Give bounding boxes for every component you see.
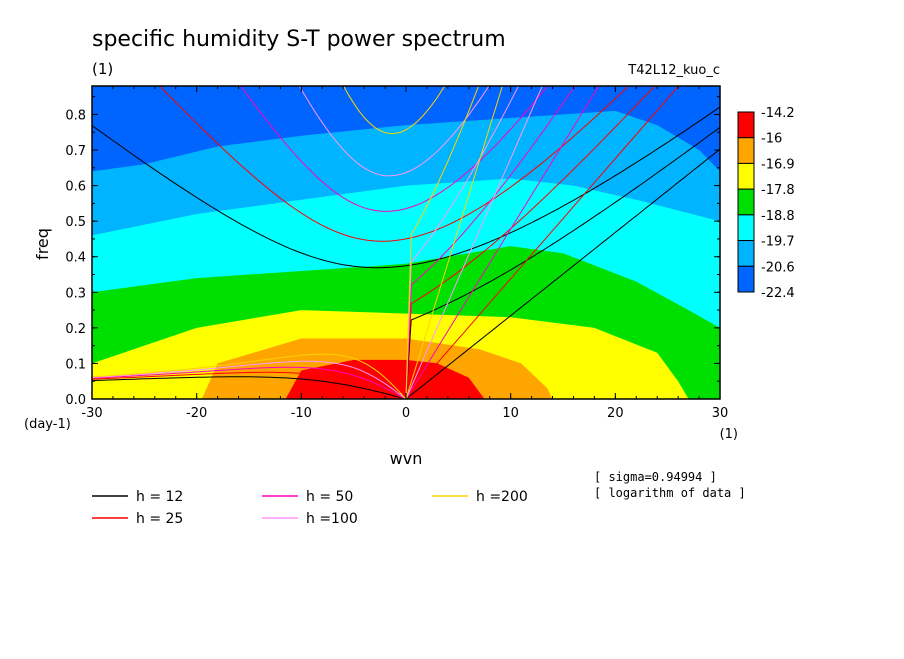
dispersion-kelvin-h200 <box>405 86 503 399</box>
x-axis: -30 -20 -10 0 10 20 30 <box>81 86 728 421</box>
dispersion-kelvin-h25 <box>405 86 680 399</box>
y-tick-label: 0.2 <box>65 322 86 337</box>
dispersion-ig-h25 <box>158 86 630 242</box>
colorbar-swatch <box>737 188 755 216</box>
x-tick-label: 0 <box>402 406 410 421</box>
colorbar-swatch <box>737 214 755 242</box>
colorbar-label: -19.7 <box>761 235 795 250</box>
x-tick-label: 30 <box>712 406 729 421</box>
colorbar-swatch <box>737 137 755 164</box>
dispersion-mrg-h25 <box>405 86 656 399</box>
colorbar-label: -16.9 <box>761 157 795 172</box>
colorbar: -14.2 -16 -16.9 -17.8 -18.8 -19.7 -20.6 -22.4 <box>737 106 795 301</box>
dispersion-ig-h100 <box>298 86 490 177</box>
y-tick-label: 0.3 <box>65 286 86 301</box>
contour-fills <box>92 86 720 399</box>
plot-area <box>92 86 720 399</box>
legend: h = 12 h = 25 h = 50 h =100 h =200 <box>92 489 528 527</box>
colorbar-label: -16 <box>761 132 782 147</box>
x-tick-label: -10 <box>291 406 312 421</box>
colorbar-swatch <box>737 111 755 139</box>
legend-label: h = 50 <box>306 489 353 505</box>
dispersion-er-h200 <box>92 353 407 399</box>
run-label: T42L12_kuo_c <box>627 63 720 78</box>
dispersion-kelvin-h12 <box>405 148 720 399</box>
colorbar-swatch <box>737 240 755 267</box>
y-tick-label: 0.5 <box>65 215 86 230</box>
colorbar-label: -18.8 <box>761 209 795 224</box>
logarithm-annotation: [ logarithm of data ] <box>594 486 746 500</box>
dispersion-er-h25 <box>92 371 407 399</box>
chart-subtitle: (1) <box>92 60 113 78</box>
legend-label: h =200 <box>476 489 528 505</box>
dispersion-ig-h200 <box>343 86 446 135</box>
colorbar-label: -17.8 <box>761 183 795 198</box>
x-axis-unit: (1) <box>720 427 738 442</box>
dispersion-mrg-h12 <box>405 126 720 399</box>
dispersion-mrg-h200 <box>405 86 480 399</box>
x-axis-label: wvn <box>390 449 423 468</box>
y-tick-label: 0.0 <box>65 393 86 408</box>
contour-band--16 <box>285 359 485 399</box>
chart-title: specific humidity S-T power spectrum <box>92 27 506 52</box>
colorbar-swatch <box>737 162 755 190</box>
dispersion-er-h12 <box>92 376 407 399</box>
dispersion-er-h50 <box>92 366 407 399</box>
y-tick-label: 0.4 <box>65 251 86 266</box>
x-tick-label: 20 <box>607 406 624 421</box>
colorbar-label: -14.2 <box>761 106 795 121</box>
dispersion-mrg-h100 <box>405 86 520 399</box>
legend-label: h = 12 <box>136 489 183 505</box>
y-axis-unit: (day-1) <box>24 417 71 432</box>
colorbar-swatch <box>737 265 755 293</box>
dispersion-ig-h12 <box>92 106 720 269</box>
x-tick-label: -20 <box>186 406 207 421</box>
y-tick-label: 0.6 <box>65 180 86 195</box>
dispersion-kelvin-h50 <box>405 86 600 399</box>
y-tick-label: 0.1 <box>65 357 86 372</box>
sigma-annotation: [ sigma=0.94994 ] <box>594 470 717 484</box>
dispersion-curves <box>92 86 720 399</box>
y-tick-label: 0.7 <box>65 144 86 159</box>
dispersion-ig-h50 <box>240 86 549 212</box>
x-tick-label: 10 <box>502 406 519 421</box>
colorbar-label: -20.6 <box>761 260 795 275</box>
y-axis-label: freq <box>33 228 52 260</box>
dispersion-er-h100 <box>92 360 407 399</box>
colorbar-label: -22.4 <box>761 286 795 301</box>
y-tick-label: 0.8 <box>65 108 86 123</box>
dispersion-mrg-h50 <box>405 86 576 399</box>
x-tick-label: -30 <box>81 406 102 421</box>
dispersion-kelvin-h100 <box>405 86 543 399</box>
legend-label: h = 25 <box>136 511 183 527</box>
y-axis: 0.0 0.1 0.2 0.3 0.4 0.5 0.6 0.7 0.8 <box>65 96 720 408</box>
legend-label: h =100 <box>306 511 358 527</box>
